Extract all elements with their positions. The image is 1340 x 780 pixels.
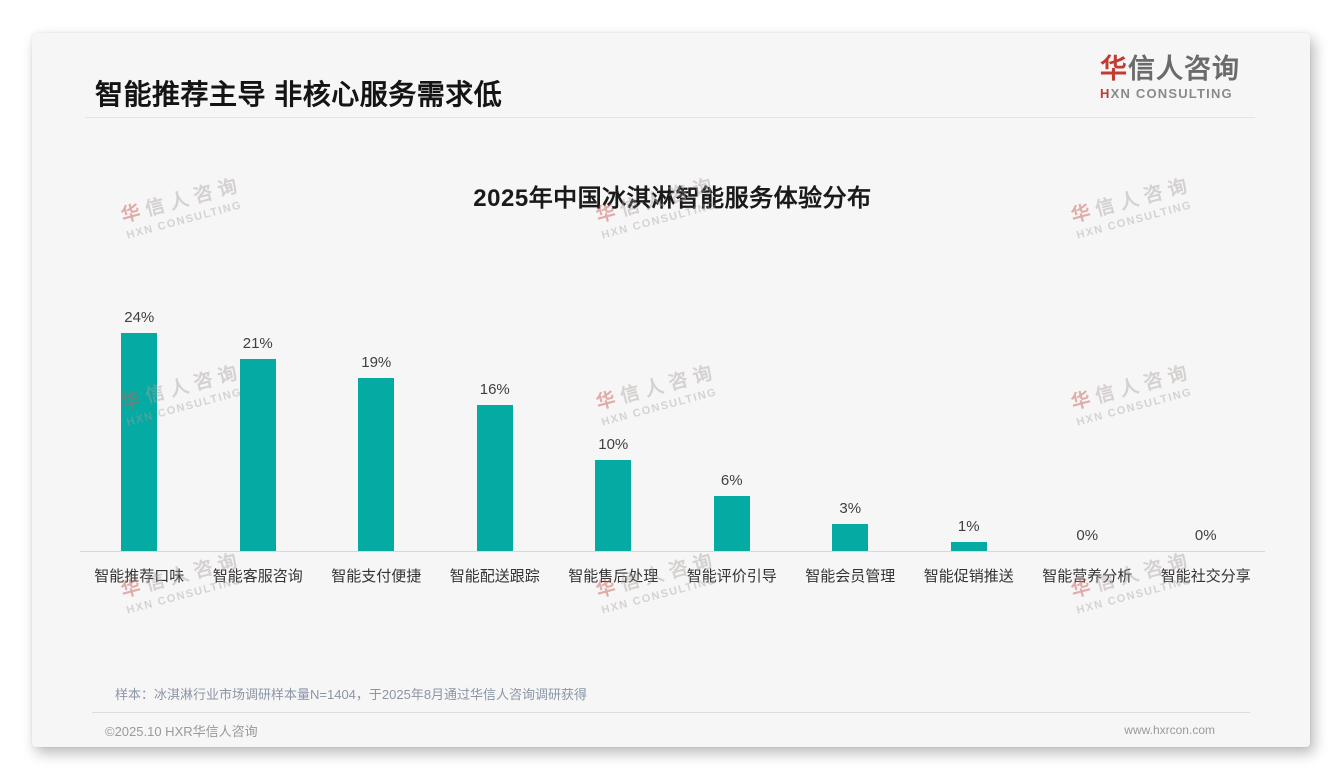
bar-category-label: 智能会员管理 (805, 568, 896, 585)
bar-category-label: 智能推荐口味 (94, 568, 185, 585)
page-title: 智能推荐主导 非核心服务需求低 (95, 79, 503, 110)
bar-group: 24% (80, 309, 199, 551)
company-logo: 华信人咨询 HXN CONSULTING (1100, 54, 1240, 101)
report-card: 智能推荐主导 非核心服务需求低 华信人咨询 HXN CONSULTING 202… (32, 33, 1310, 747)
bar-group: 19% (317, 309, 436, 551)
bar-category-label: 智能配送跟踪 (449, 568, 540, 585)
bar-group: 10% (554, 309, 673, 551)
bar-group: 21% (199, 309, 318, 551)
bar-category-label: 智能支付便捷 (331, 568, 422, 585)
bar (239, 359, 276, 551)
bar-category-label: 智能促销推送 (923, 568, 1014, 585)
x-axis-labels: 智能推荐口味 智能客服咨询 智能支付便捷 智能配送跟踪 智能售后处理 智能评价引导 智能会员… (80, 565, 1265, 586)
bar-value-label: 0% (1194, 527, 1217, 544)
card-footer: ©2025.10 HXR华信人咨询 www.hxrcon.com (92, 712, 1250, 747)
bar-value-label: 24% (124, 309, 155, 326)
bar-group: 3% (791, 309, 910, 551)
bar-value-label: 1% (957, 518, 980, 535)
bar-group: 6% (673, 309, 792, 551)
logo-chinese-text: 华信人咨询 (1100, 54, 1240, 84)
bar (832, 524, 869, 551)
bar-value-label: 21% (242, 335, 273, 352)
bar (358, 378, 395, 551)
bar-value-label: 16% (479, 381, 510, 398)
bar-value-label: 3% (839, 500, 862, 517)
bar-group: 0% (1028, 309, 1147, 551)
bar-category-label: 智能营养分析 (1042, 568, 1133, 585)
bar-value-label: 19% (361, 354, 392, 371)
bar-value-label: 10% (598, 436, 629, 453)
bar-category-label: 智能评价引导 (686, 568, 777, 585)
bar-category-label: 智能社交分享 (1160, 568, 1251, 585)
sample-note: 样本：冰淇淋行业市场调研样本量N=1404，于2025年8月通过华信人咨询调研获… (115, 687, 588, 702)
bar-category-label: 智能售后处理 (568, 568, 659, 585)
bar-group: 0% (1147, 309, 1266, 551)
bar-group: 16% (436, 309, 555, 551)
bar-category-label: 智能客服咨询 (212, 568, 303, 585)
bar-value-label: 6% (720, 472, 743, 489)
bar (476, 405, 513, 551)
website-url: www.hxrcon.com (1124, 723, 1215, 737)
bar-group: 1% (910, 309, 1029, 551)
card-header: 智能推荐主导 非核心服务需求低 华信人咨询 HXN CONSULTING (85, 33, 1255, 118)
chart-title: 2025年中国冰淇淋智能服务体验分布 (473, 185, 872, 212)
bar (713, 496, 750, 551)
copyright-text: ©2025.10 HXR华信人咨询 (105, 723, 258, 739)
bar (950, 542, 987, 551)
bar-value-label: 0% (1076, 527, 1099, 544)
bar-chart-plot-area: 24% 21% 19% 16% 10% 6% 3% 1% 0% 0% (80, 309, 1265, 552)
logo-english-text: HXN CONSULTING (1100, 85, 1233, 101)
bar (595, 460, 632, 551)
bar (121, 333, 158, 551)
